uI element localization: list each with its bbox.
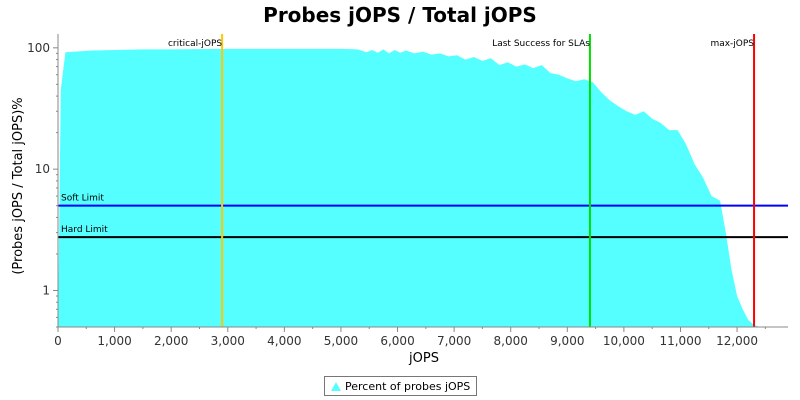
x-tick-label-6: 6,000 (380, 334, 414, 348)
legend-swatch-triangle-icon (331, 381, 341, 391)
x-tick-label-12: 12,000 (716, 334, 758, 348)
h-marker-label-1: Hard Limit (61, 225, 108, 235)
x-axis-label: jOPS (408, 351, 439, 366)
x-tick-label-7: 7,000 (437, 334, 471, 348)
y-tick-label-0: 1 (42, 283, 50, 297)
v-marker-label-2: max-jOPS (710, 39, 754, 49)
y-axis-label: (Probes jOPS / Total jOPS)% (11, 97, 26, 274)
legend-label: Percent of probes jOPS (345, 379, 471, 393)
axis-layer: 0 1,000 2,000 3,000 4,000 5,000 6,000 7,000 8,00… (27, 34, 788, 348)
x-tick-label-2: 2,000 (154, 334, 188, 348)
legend: Percent of probes jOPS (324, 376, 478, 396)
y-tick-label-2: 100 (27, 41, 50, 55)
chart-title: Probes jOPS / Total jOPS (263, 3, 537, 27)
v-marker-label-1: Last Success for SLAs (492, 39, 590, 49)
x-tick-label-1: 1,000 (97, 334, 131, 348)
x-tick-label-3: 3,000 (211, 334, 245, 348)
x-tick-label-8: 8,000 (494, 334, 528, 348)
series-area-layer (58, 48, 777, 328)
x-tick-label-9: 9,000 (550, 334, 584, 348)
series-area-0 (58, 48, 777, 328)
y-tick-label-1: 10 (35, 162, 50, 176)
x-tick-label-0: 0 (54, 334, 62, 348)
x-tick-label-4: 4,000 (267, 334, 301, 348)
x-tick-label-10: 10,000 (603, 334, 645, 348)
v-marker-label-0: critical-jOPS (168, 39, 222, 49)
marker-layer: Soft Limit Hard Limit critical-jOPS Last Su… (58, 34, 788, 327)
x-tick-label-5: 5,000 (324, 334, 358, 348)
h-marker-label-0: Soft Limit (61, 194, 104, 204)
x-tick-label-11: 11,000 (659, 334, 701, 348)
